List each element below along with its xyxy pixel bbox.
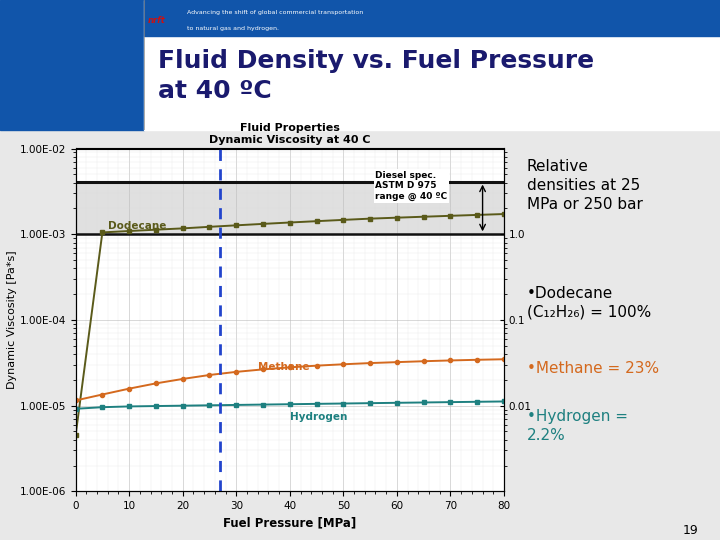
Text: Hydrogen: Hydrogen <box>289 411 347 422</box>
Y-axis label: Dynamic Viscosity [Pa*s]: Dynamic Viscosity [Pa*s] <box>6 251 17 389</box>
Bar <box>144 0 720 36</box>
Text: •Dodecane
(C₁₂H₂₆) = 100%: •Dodecane (C₁₂H₂₆) = 100% <box>526 286 651 319</box>
Bar <box>76 181 504 234</box>
Title: Fluid Properties
Dynamic Viscosity at 40 C: Fluid Properties Dynamic Viscosity at 40… <box>209 123 371 145</box>
Text: Relative
densities at 25
MPa or 250 bar: Relative densities at 25 MPa or 250 bar <box>526 159 642 212</box>
Text: •Methane = 23%: •Methane = 23% <box>526 361 659 376</box>
Text: •Hydrogen =
2.2%: •Hydrogen = 2.2% <box>526 409 628 443</box>
Text: to natural gas and hydrogen.: to natural gas and hydrogen. <box>187 26 279 31</box>
Text: Advancing the shift of global commercial transportation: Advancing the shift of global commercial… <box>187 10 364 15</box>
Text: 19: 19 <box>683 524 698 537</box>
Text: Dodecane: Dodecane <box>108 221 166 231</box>
Text: Fluid Density vs. Fuel Pressure
at 40 ºC: Fluid Density vs. Fuel Pressure at 40 ºC <box>158 49 595 103</box>
Bar <box>144 0 720 130</box>
Bar <box>0 0 144 130</box>
Text: Methane: Methane <box>258 362 309 372</box>
Text: Diesel spec.
ASTM D 975
range @ 40 ºC: Diesel spec. ASTM D 975 range @ 40 ºC <box>376 171 448 201</box>
X-axis label: Fuel Pressure [MPa]: Fuel Pressure [MPa] <box>223 517 356 530</box>
Text: nrft: nrft <box>148 16 166 24</box>
